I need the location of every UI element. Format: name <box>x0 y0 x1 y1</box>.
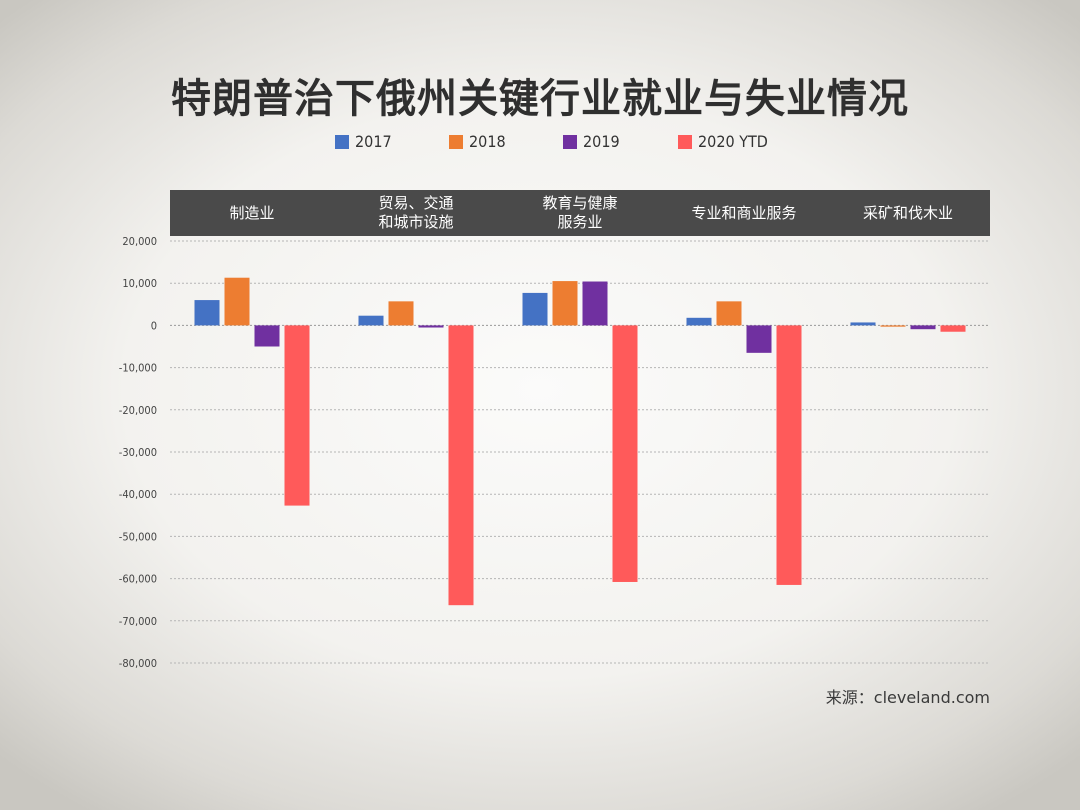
y-tick-label: 0 <box>151 319 157 332</box>
category-header-trade-transport: 贸易、交通 和城市设施 <box>378 194 454 231</box>
legend-swatch-2019 <box>563 134 577 149</box>
y-tick-label: -40,000 <box>119 488 157 501</box>
category-header-professional-business: 专业和商业服务 <box>691 203 797 222</box>
legend-swatch-2020-ytd <box>678 134 692 149</box>
bar-2017-cat-2 <box>522 292 548 326</box>
bar-2019-cat-4 <box>910 325 936 330</box>
source-note: 来源：cleveland.com <box>825 688 990 707</box>
y-tick-label: -80,000 <box>119 657 157 670</box>
bar-2019-cat-1 <box>418 325 444 328</box>
bar-2019-cat-0 <box>254 325 280 347</box>
bar-2020-ytd-cat-3 <box>776 325 802 585</box>
bar-2018-cat-4 <box>880 325 906 327</box>
legend: 2017 2018 2019 2020 YTD <box>0 132 1080 156</box>
legend-item-2017: 2017 <box>335 132 392 151</box>
bar-2020-ytd-cat-4 <box>940 325 966 332</box>
y-tick-label: -30,000 <box>119 446 157 459</box>
bar-2019-cat-3 <box>746 325 772 353</box>
legend-item-2018: 2018 <box>449 132 506 151</box>
y-tick-label: -50,000 <box>119 530 157 543</box>
category-header-education-health: 教育与健康 服务业 <box>542 194 618 231</box>
chart-title: 特朗普治下俄州关键行业就业与失业情况 <box>171 76 909 122</box>
legend-label-2017: 2017 <box>355 132 392 151</box>
bar-2017-cat-1 <box>358 315 384 326</box>
bar-2020-ytd-cat-2 <box>612 325 638 582</box>
legend-label-2018: 2018 <box>469 132 506 151</box>
bar-2018-cat-0 <box>224 277 250 326</box>
legend-label-2020-ytd: 2020 YTD <box>698 132 768 151</box>
category-header-mining-logging: 采矿和伐木业 <box>862 203 953 222</box>
legend-swatch-2018 <box>449 134 463 149</box>
category-header-bar: 制造业 贸易、交通 和城市设施 教育与健康 服务业 专业和商业服务 采矿和伐木业 <box>170 190 990 236</box>
y-tick-label: -60,000 <box>119 573 157 586</box>
y-tick-label: -10,000 <box>119 362 157 375</box>
bar-2018-cat-1 <box>388 301 414 326</box>
bar-2020-ytd-cat-1 <box>448 325 474 606</box>
y-tick-label: -20,000 <box>119 404 157 417</box>
bar-2017-cat-3 <box>686 317 712 326</box>
bar-2019-cat-2 <box>582 281 608 326</box>
bar-2017-cat-4 <box>850 322 876 326</box>
bar-2018-cat-2 <box>552 281 578 326</box>
legend-label-2019: 2019 <box>583 132 620 151</box>
bar-2020-ytd-cat-0 <box>284 325 310 506</box>
bar-2018-cat-3 <box>716 301 742 326</box>
y-tick-label: 20,000 <box>122 235 157 248</box>
category-header-manufacturing: 制造业 <box>229 203 275 222</box>
y-tick-label: 10,000 <box>122 277 157 290</box>
bar-2017-cat-0 <box>194 300 220 326</box>
legend-swatch-2017 <box>335 134 349 149</box>
legend-item-2020-ytd: 2020 YTD <box>678 132 768 151</box>
legend-item-2019: 2019 <box>563 132 620 151</box>
y-tick-label: -70,000 <box>119 615 157 628</box>
